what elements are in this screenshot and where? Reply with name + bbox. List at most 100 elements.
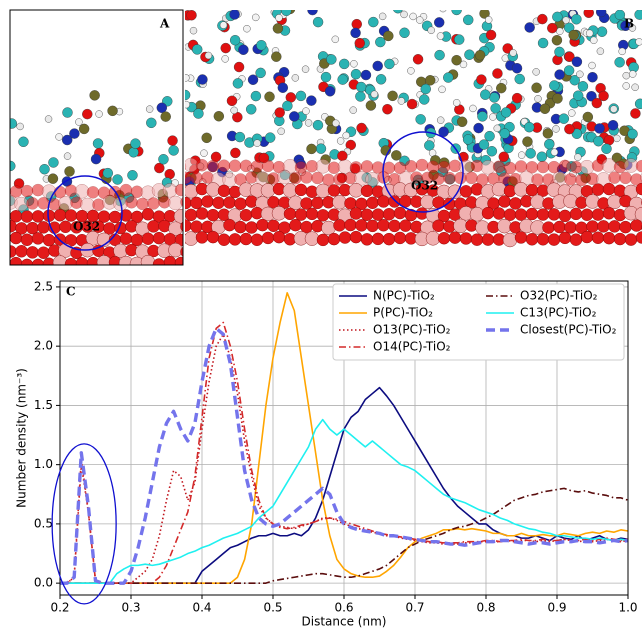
atom — [479, 10, 490, 19]
atom — [486, 146, 498, 157]
atom — [583, 10, 594, 18]
atom — [349, 230, 363, 244]
atom — [588, 61, 596, 70]
atom — [337, 150, 348, 162]
atom — [349, 207, 363, 220]
atom — [168, 242, 183, 258]
atom — [537, 37, 549, 49]
y-axis-label: Number density (nm⁻³) — [15, 368, 29, 508]
atom — [454, 171, 467, 185]
legend-label: N(PC)-TiO₂ — [373, 289, 435, 303]
atom — [141, 208, 155, 221]
atom — [37, 221, 50, 234]
atom — [522, 136, 533, 147]
x-tick-label: 0.7 — [405, 601, 424, 615]
atom — [416, 16, 424, 24]
atom — [185, 208, 198, 222]
atom — [388, 195, 401, 208]
atom — [230, 106, 238, 115]
atom — [571, 14, 582, 25]
atom — [400, 10, 408, 19]
atom — [453, 34, 465, 45]
atom — [558, 209, 572, 223]
atom — [372, 60, 383, 72]
atom — [484, 130, 495, 142]
atom — [89, 90, 100, 101]
atom — [31, 210, 45, 223]
atom — [355, 219, 368, 232]
atom — [145, 105, 154, 113]
atom — [569, 233, 583, 246]
atom — [311, 171, 324, 185]
atom — [350, 27, 361, 39]
atom — [44, 115, 53, 123]
atom — [613, 232, 627, 246]
atom — [387, 90, 398, 102]
x-tick-label: 0.5 — [263, 601, 282, 615]
atom — [484, 16, 493, 24]
atom — [185, 184, 199, 199]
atom — [544, 138, 555, 150]
atom — [327, 184, 341, 197]
atom — [206, 208, 220, 222]
atom — [239, 159, 253, 173]
atom-label: O32 — [73, 220, 100, 234]
atom — [53, 209, 67, 222]
atom — [596, 47, 605, 55]
atom — [571, 56, 583, 67]
atom — [473, 122, 484, 134]
x-tick-label: 0.4 — [192, 601, 211, 615]
atom — [283, 207, 297, 221]
atom — [312, 119, 324, 131]
atom — [469, 207, 485, 222]
atom — [613, 134, 621, 143]
atom-label: O32 — [411, 179, 438, 193]
atom — [614, 57, 625, 68]
atom — [256, 218, 269, 232]
atom — [370, 90, 379, 98]
atom — [342, 131, 350, 140]
atom — [542, 221, 555, 234]
atom — [443, 171, 456, 185]
atom — [399, 27, 410, 38]
atom — [427, 26, 435, 34]
atom — [582, 111, 594, 123]
atom — [10, 259, 12, 265]
atom — [82, 108, 93, 120]
atom — [580, 230, 594, 244]
atom — [590, 36, 598, 44]
y-tick-label: 2.5 — [34, 279, 53, 293]
atom — [239, 208, 253, 222]
atom — [525, 233, 539, 246]
atom — [498, 151, 509, 162]
atom — [355, 81, 367, 93]
atom — [63, 152, 72, 160]
atom — [511, 92, 523, 104]
atom — [206, 159, 220, 173]
atom — [295, 90, 307, 102]
atom — [349, 106, 357, 114]
atom — [550, 148, 559, 156]
atom — [536, 151, 548, 162]
atom — [294, 183, 308, 197]
atom — [119, 183, 133, 197]
x-tick-label: 0.2 — [50, 601, 69, 615]
atom — [525, 148, 536, 159]
atom — [10, 231, 23, 245]
x-tick-label: 0.3 — [121, 601, 140, 615]
atom — [564, 221, 577, 234]
atom — [409, 12, 417, 21]
atom — [518, 151, 526, 159]
atom — [264, 132, 276, 143]
atom — [624, 233, 638, 246]
atom — [574, 153, 582, 161]
atom — [383, 30, 394, 42]
atom — [75, 257, 89, 265]
atom — [20, 233, 34, 246]
atom — [59, 220, 72, 234]
atom — [602, 182, 616, 196]
atom — [601, 158, 617, 173]
atom — [350, 68, 362, 80]
atom — [602, 207, 616, 220]
atom — [360, 208, 374, 221]
